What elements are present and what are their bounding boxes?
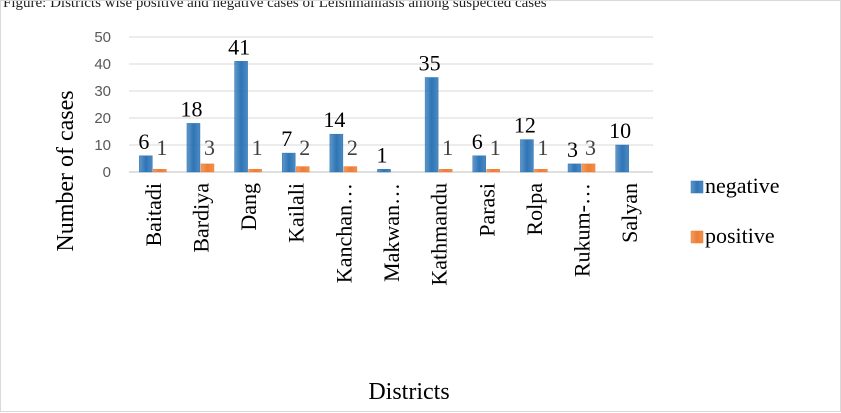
data-label-negative-3: 7 [281,126,292,151]
data-label-positive-6: 1 [442,135,453,160]
data-label-positive-7: 1 [490,135,501,160]
gridlines [129,36,653,173]
data-label-positive-8: 1 [537,135,548,160]
data-label-positive-2: 1 [252,135,263,160]
y-tick-label: 50 [94,29,111,46]
legend-label-negative: negative [705,173,780,198]
x-category-label: Bardiya [188,183,213,253]
data-label-negative-0: 6 [138,129,149,154]
bars [139,61,629,173]
y-axis-title: Number of cases [53,90,79,251]
legend-swatch-positive [690,230,704,244]
y-tick-label: 40 [94,56,111,73]
x-axis-categories: Baitadi Bardiya Dang Kailali Kanchan… Makwan…… [141,183,642,286]
data-label-negative-7: 6 [472,129,483,154]
bar-positive-8 [534,169,548,173]
bar-positive-0 [153,169,167,173]
bar-negative-4 [329,133,344,173]
data-label-negative-8: 12 [514,113,536,138]
data-label-positive-1: 3 [204,135,215,160]
x-category-label: Baitadi [141,183,166,247]
data-label-negative-6: 35 [419,51,441,76]
bar-negative-0 [139,155,153,173]
x-category-label: Makwan… [379,183,404,282]
x-category-label: Dang [236,183,261,231]
bar-negative-9 [567,163,582,173]
bar-negative-8 [520,139,534,173]
bar-negative-10 [615,144,629,173]
data-label-negative-2: 41 [228,34,250,59]
caption-fragment: Figure: Districts wise positive and nega… [1,1,841,19]
bar-positive-7 [486,169,501,173]
data-label-negative-5: 1 [377,142,388,167]
bar-positive-3 [295,166,310,173]
bar-positive-9 [581,163,596,173]
legend-swatch-negative [690,180,704,194]
bar-positive-1 [200,163,215,173]
y-tick-label: 10 [94,137,111,154]
bar-positive-6 [438,169,453,173]
legend: negative positive [690,173,780,248]
y-tick-label: 20 [94,110,111,127]
data-label-positive-4: 2 [347,135,358,160]
data-label-negative-9: 3 [567,137,578,162]
data-label-positive-0: 1 [156,135,167,160]
data-label-negative-4: 14 [323,107,345,132]
bar-negative-1 [186,123,201,173]
x-category-label: Parasi [474,183,499,237]
bar-positive-4 [343,166,358,173]
legend-label-positive: positive [705,223,775,248]
y-tick-label: 30 [94,83,111,100]
bar-negative-5 [377,169,391,173]
data-label-negative-1: 18 [180,96,202,121]
bar-negative-7 [472,155,487,173]
x-category-label: Kanchan… [331,183,356,283]
data-label-negative-10: 10 [609,118,631,143]
data-label-positive-3: 2 [299,135,310,160]
data-label-positive-9: 3 [585,135,596,160]
x-category-label: Kailali [284,183,309,243]
y-axis-ticks: 0 10 20 30 40 50 [94,29,111,181]
x-category-label: Kathmandu [427,183,452,286]
caption-text: Figure: Districts wise positive and nega… [3,1,547,11]
bar-negative-3 [281,152,296,173]
x-axis-title: Districts [368,379,449,405]
bar-positive-2 [248,169,262,173]
bar-negative-6 [424,77,439,173]
x-category-label: Salyan [617,183,642,243]
bar-negative-2 [234,61,248,173]
x-category-label: Rolpa [522,183,547,236]
y-tick-label: 0 [103,164,111,181]
x-category-label: Rukum-… [570,183,595,277]
